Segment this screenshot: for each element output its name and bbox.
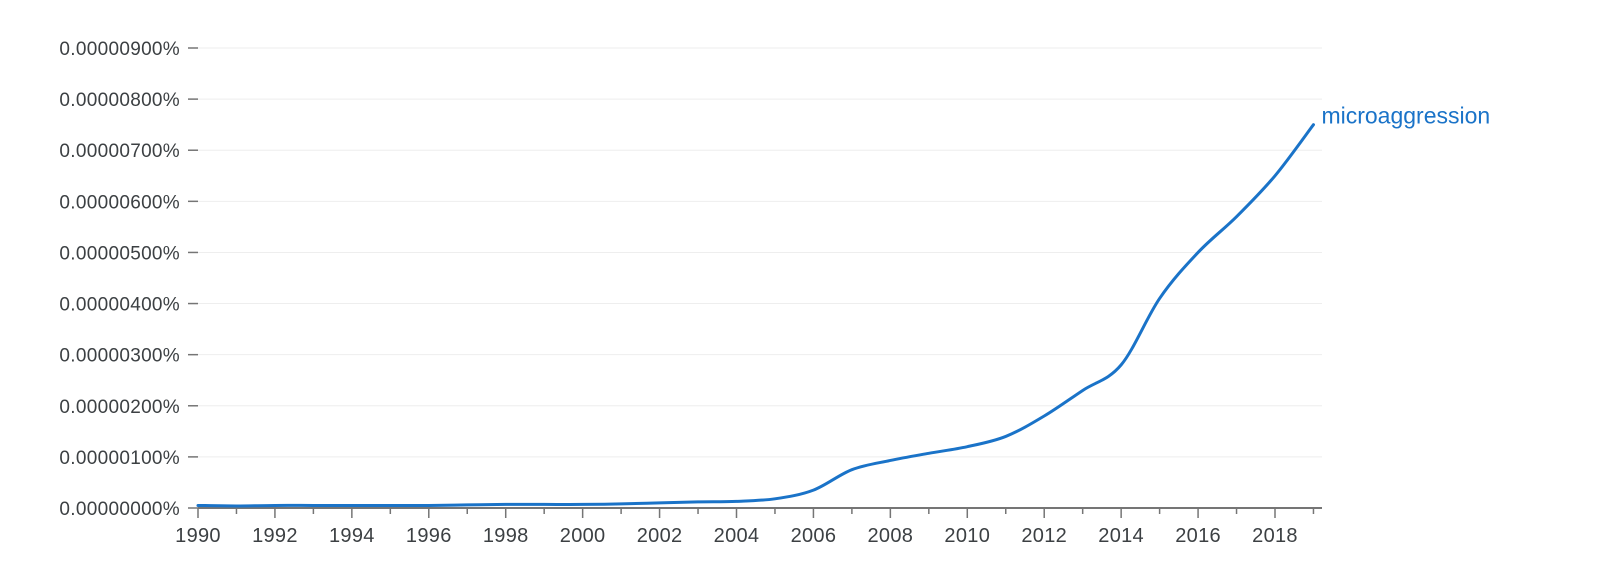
x-tick-label: 1992 — [252, 525, 298, 547]
x-tick-label: 1996 — [406, 525, 452, 547]
x-axis: 1990 1992 1994 1996 1998 2000 2002 2004 2006 2008… — [175, 507, 1322, 547]
x-tick-label: 1990 — [175, 525, 221, 547]
series-label[interactable]: microaggression — [1321, 103, 1490, 129]
y-tick-label: 0.00000600% — [59, 192, 180, 213]
x-tick-label: 2010 — [944, 525, 990, 547]
y-tick-label: 0.00000700% — [59, 141, 180, 162]
x-tick-label: 1998 — [483, 525, 529, 547]
x-tick-label: 1994 — [329, 525, 375, 547]
x-tick-label: 2016 — [1175, 525, 1221, 547]
series-line-microaggression[interactable] — [196, 123, 1315, 508]
y-tick-label: 0.00000400% — [59, 295, 180, 316]
gridlines — [198, 47, 1322, 458]
x-tick-label: 2000 — [560, 525, 606, 547]
y-tick-label: 0.00000200% — [59, 397, 180, 418]
series-layer: microaggression — [196, 103, 1490, 508]
x-tick-label: 2008 — [868, 525, 914, 547]
y-axis: 0.00000000% 0.00000100% 0.00000200% 0.00000… — [59, 39, 198, 520]
y-tick-label: 0.00000500% — [59, 243, 180, 264]
y-tick-label: 0.00000800% — [59, 90, 180, 111]
y-tick-label: 0.00000900% — [59, 39, 180, 60]
y-tick-label: 0.00000100% — [59, 448, 180, 469]
x-tick-label: 2018 — [1252, 525, 1298, 547]
x-tick-label: 2012 — [1021, 525, 1067, 547]
x-tick-label: 2014 — [1098, 525, 1144, 547]
x-tick-label: 2006 — [791, 525, 837, 547]
y-tick-label: 0.00000000% — [59, 499, 180, 520]
x-tick-label: 2002 — [637, 525, 683, 547]
y-tick-label: 0.00000300% — [59, 346, 180, 367]
x-tick-label: 2004 — [714, 525, 760, 547]
